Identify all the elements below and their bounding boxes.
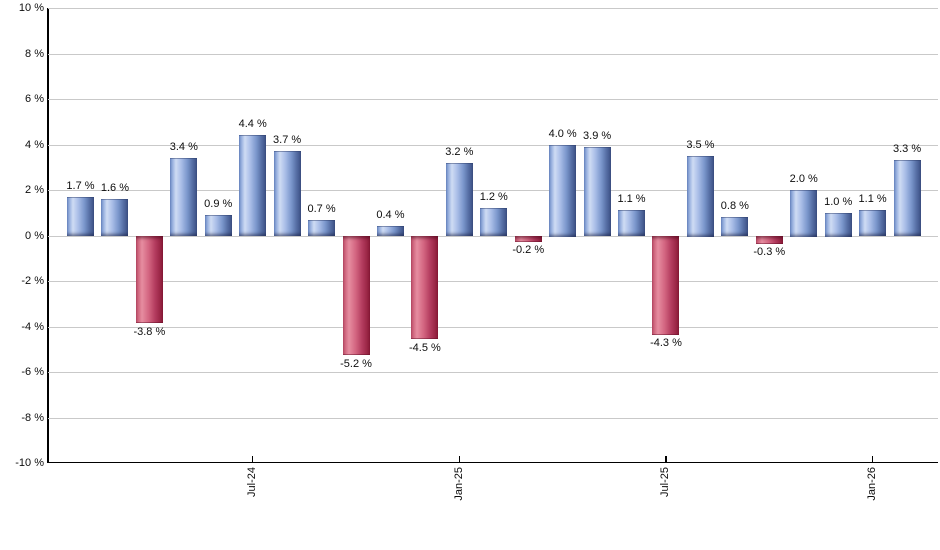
bar-value-label: 1.1 % [617, 193, 646, 206]
y-axis-tick-label: -2 % [21, 275, 44, 287]
bar-negative [652, 236, 680, 335]
y-axis-tick-label: 8 % [25, 47, 44, 60]
bar-positive [445, 162, 473, 237]
bar-value-label: 3.3 % [892, 143, 922, 156]
bar-positive [583, 146, 611, 237]
bar-value-label: 3.7 % [273, 134, 302, 147]
gridline-2pct [48, 190, 938, 191]
bar-positive [480, 208, 508, 237]
gridline-10pct [48, 8, 938, 9]
y-axis-tick-label: 2 % [25, 184, 44, 196]
gridline-4pct [48, 144, 938, 146]
bar-positive [790, 190, 818, 237]
bar-positive [376, 226, 404, 237]
bar-negative [342, 236, 370, 356]
bar-positive [67, 196, 94, 237]
bar-positive [170, 158, 198, 237]
bar-value-label: -3.8 % [133, 325, 166, 338]
bar-positive [549, 144, 577, 237]
x-axis-tick-mark [665, 456, 667, 463]
y-axis-tick-label: -4 % [21, 320, 44, 333]
bar-value-label: 1.1 % [858, 193, 887, 206]
bar-positive [273, 151, 301, 237]
x-axis-line [47, 461, 938, 464]
bar-value-label: 1.7 % [66, 179, 95, 192]
bar-positive [824, 212, 852, 237]
bar-value-label: 0.9 % [204, 198, 233, 211]
bar-positive [239, 135, 267, 237]
bar-negative [755, 236, 783, 244]
gridline-8pct [48, 53, 938, 55]
gridline--4pct [48, 326, 938, 328]
y-axis-tick-label: -6 % [21, 366, 44, 378]
bar-positive [618, 210, 646, 237]
bar-positive [204, 215, 232, 237]
x-axis-month-label: Jan-26 [866, 467, 879, 501]
gridline--2pct [48, 281, 938, 282]
x-axis-tick-mark [871, 456, 874, 463]
bar-value-label: 0.8 % [720, 200, 749, 213]
x-axis-month-label: Jul-25 [659, 467, 672, 497]
x-axis-tick-mark [252, 456, 254, 463]
bar-positive [859, 210, 887, 237]
bar-value-label: 4.0 % [548, 127, 577, 140]
bar-value-label: -0.3 % [753, 246, 786, 259]
bar-positive [101, 199, 129, 237]
bar-value-label: 1.2 % [479, 191, 508, 204]
bar-value-label: -4.5 % [408, 341, 441, 354]
bar-value-label: 0.7 % [307, 202, 336, 215]
bar-positive [686, 155, 714, 237]
bar-value-label: 3.2 % [445, 145, 474, 158]
bar-value-label: 4.4 % [238, 118, 267, 131]
y-axis-line [47, 8, 49, 463]
bar-value-label: 1.0 % [824, 195, 853, 208]
bar-value-label: -0.2 % [512, 244, 545, 257]
gridline-6pct [48, 99, 938, 100]
y-axis-tick-label: 10 % [18, 2, 44, 14]
bar-positive [721, 217, 749, 237]
bar-negative [514, 236, 542, 242]
bar-negative [135, 236, 163, 324]
bar-value-label: 2.0 % [789, 173, 818, 185]
bar-value-label: 0.4 % [376, 209, 405, 222]
bar-positive [308, 219, 336, 237]
gridline--6pct [48, 372, 938, 373]
y-axis-tick-label: 4 % [25, 138, 44, 151]
bar-positive [893, 160, 921, 237]
gridline--8pct [48, 417, 938, 419]
bar-negative [411, 236, 439, 340]
bar-value-label: 3.9 % [583, 129, 612, 142]
x-axis-tick-mark [458, 456, 461, 463]
x-axis-month-label: Jul-24 [246, 467, 259, 497]
bar-value-label: 3.4 % [169, 141, 198, 154]
bar-value-label: -4.3 % [650, 337, 682, 350]
y-axis-tick-label: 6 % [25, 93, 44, 105]
y-axis-tick-label: 0 % [25, 229, 44, 242]
y-axis-tick-label: -10 % [15, 457, 44, 469]
x-axis-month-label: Jan-25 [452, 467, 465, 501]
bar-value-label: 3.5 % [686, 138, 715, 151]
y-axis-tick-label: -8 % [21, 411, 44, 424]
bar-value-label: -5.2 % [340, 357, 372, 370]
bar-value-label: 1.6 % [100, 182, 129, 195]
